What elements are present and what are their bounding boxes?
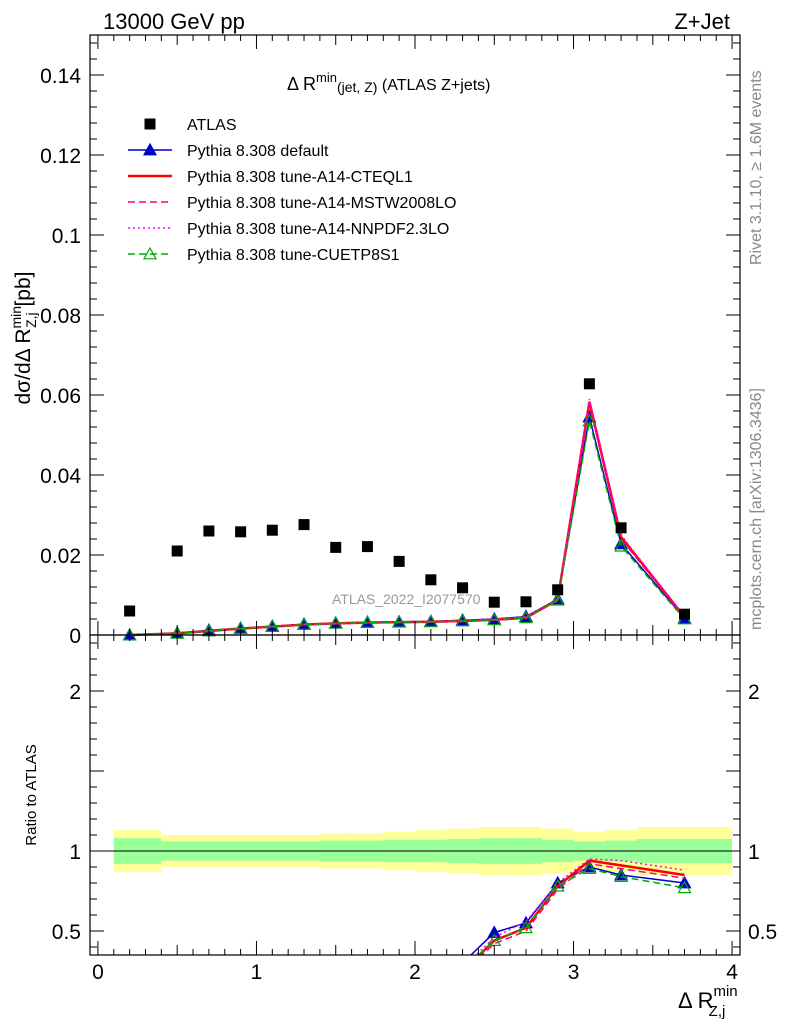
ratio-point bbox=[487, 925, 502, 939]
title-sub: (jet, Z) bbox=[337, 79, 377, 95]
ylabel-sub: Z,j bbox=[23, 312, 39, 328]
ratio-xtick-label: 0 bbox=[92, 961, 104, 984]
main-ytick-label: 0.02 bbox=[40, 545, 81, 568]
main-point bbox=[487, 612, 502, 626]
ratio-ylabel: Ratio to ATLAS bbox=[23, 744, 40, 845]
title-sup: min bbox=[316, 70, 337, 85]
main-point bbox=[582, 413, 597, 427]
legend-label: Pythia 8.308 tune-A14-NNPDF2.3LO bbox=[187, 221, 449, 238]
rivet-label: Rivet 3.1.10, ≥ 1.6M events bbox=[748, 70, 765, 265]
atlas-point bbox=[520, 596, 532, 608]
legend-label: Pythia 8.308 tune-A14-CTEQL1 bbox=[187, 169, 413, 186]
main-ytick-label: 0.1 bbox=[52, 225, 81, 248]
legend-marker bbox=[142, 246, 158, 260]
main-point bbox=[518, 610, 533, 624]
main-point bbox=[423, 614, 438, 628]
ratio-ytick-label-right: 0.5 bbox=[748, 921, 777, 944]
ratio-ytick-label-right: 2 bbox=[748, 681, 760, 704]
analysis-watermark: ATLAS_2022_I2077570 bbox=[332, 591, 481, 607]
ylabel-suffix: [pb] bbox=[12, 271, 35, 312]
atlas-point bbox=[552, 584, 564, 596]
header-right: Z+Jet bbox=[674, 9, 730, 34]
ratio-xtick-label: 4 bbox=[726, 961, 738, 984]
ylabel-sup: min bbox=[8, 306, 24, 329]
legend: ATLAS Pythia 8.308 default Pythia 8.308 tu… bbox=[128, 117, 456, 264]
atlas-point bbox=[361, 541, 373, 553]
ylabel-prefix: dσ/dΔ R bbox=[12, 328, 35, 404]
ratio-line bbox=[477, 859, 685, 955]
legend-marker bbox=[144, 118, 156, 130]
main-ylabel: dσ/dΔ RminZ,j [pb] bbox=[8, 271, 39, 404]
ratio-uncertainty-bands bbox=[90, 827, 740, 875]
ratio-xtick-label: 1 bbox=[251, 961, 263, 984]
title-suffix: (ATLAS Z+jets) bbox=[377, 77, 490, 94]
ratio-point bbox=[677, 880, 692, 894]
ratio-point bbox=[518, 920, 533, 934]
main-point bbox=[550, 592, 565, 606]
ratio-line bbox=[477, 867, 685, 955]
ratio-ytick-label-right: 1 bbox=[748, 841, 760, 864]
ratio-ytick-label: 0.5 bbox=[52, 921, 81, 944]
xlabel-sub: Z,j bbox=[709, 1003, 726, 1020]
legend-label: Pythia 8.308 tune-CUETP8S1 bbox=[187, 247, 400, 264]
legend-label: Pythia 8.308 default bbox=[187, 143, 329, 160]
ratio-frame bbox=[89, 634, 741, 956]
ratio-line bbox=[480, 863, 685, 955]
legend-label: Pythia 8.308 tune-A14-MSTW2008LO bbox=[187, 195, 456, 212]
ratio-ytick-label: 1 bbox=[69, 841, 81, 864]
main-point bbox=[360, 615, 375, 629]
atlas-point bbox=[393, 555, 405, 567]
atlas-point bbox=[298, 519, 310, 531]
main-ytick-label: 0.14 bbox=[40, 65, 81, 88]
x-axis-label: Δ Rmin Z,j bbox=[678, 983, 738, 1020]
main-title: Δ Rmin(jet, Z) (ATLAS Z+jets) bbox=[287, 70, 491, 95]
ratio-series bbox=[469, 858, 692, 955]
ratio-xtick-label: 3 bbox=[568, 961, 580, 984]
atlas-point bbox=[330, 541, 342, 553]
atlas-point bbox=[124, 605, 136, 617]
main-ytick-label: 0.06 bbox=[40, 385, 81, 408]
main-ytick-label: 0.08 bbox=[40, 305, 81, 328]
main-line bbox=[129, 420, 686, 636]
main-point bbox=[392, 614, 407, 628]
main-ytick-label: 0.04 bbox=[40, 465, 81, 488]
atlas-point bbox=[266, 524, 278, 536]
ratio-xtick-label: 2 bbox=[409, 961, 421, 984]
ratio-point bbox=[614, 869, 629, 883]
title-prefix: Δ R bbox=[287, 74, 316, 94]
main-ytick-label: 0.12 bbox=[40, 145, 81, 168]
main-point bbox=[614, 538, 629, 552]
legend-label: ATLAS bbox=[187, 117, 237, 134]
atlas-point bbox=[583, 378, 595, 390]
xlabel-prefix: Δ R bbox=[678, 988, 713, 1013]
main-point bbox=[455, 613, 470, 627]
main-ytick-label: 0 bbox=[69, 625, 81, 648]
ratio-line bbox=[474, 858, 685, 955]
atlas-point bbox=[235, 526, 247, 538]
header-left: 13000 GeV pp bbox=[103, 9, 245, 34]
xlabel-sup: min bbox=[713, 983, 737, 1000]
ratio-ytick-label: 2 bbox=[69, 681, 81, 704]
atlas-point bbox=[203, 525, 215, 537]
mcplots-label: mcplots.cern.ch [arXiv:1306.3436] bbox=[748, 388, 765, 630]
atlas-point bbox=[615, 522, 627, 534]
legend-marker bbox=[142, 142, 158, 156]
ratio-point bbox=[550, 878, 565, 892]
atlas-point bbox=[425, 574, 437, 586]
atlas-point bbox=[679, 608, 691, 620]
axes: 0 0.02 0.04 0.06 0.08 0.1 0.12 0.14 0 1 2 3 4 0.5 0.5 1… bbox=[40, 34, 777, 984]
atlas-point bbox=[171, 545, 183, 557]
atlas-point bbox=[488, 596, 500, 608]
atlas-point bbox=[457, 582, 469, 594]
ratio-point bbox=[582, 861, 597, 875]
